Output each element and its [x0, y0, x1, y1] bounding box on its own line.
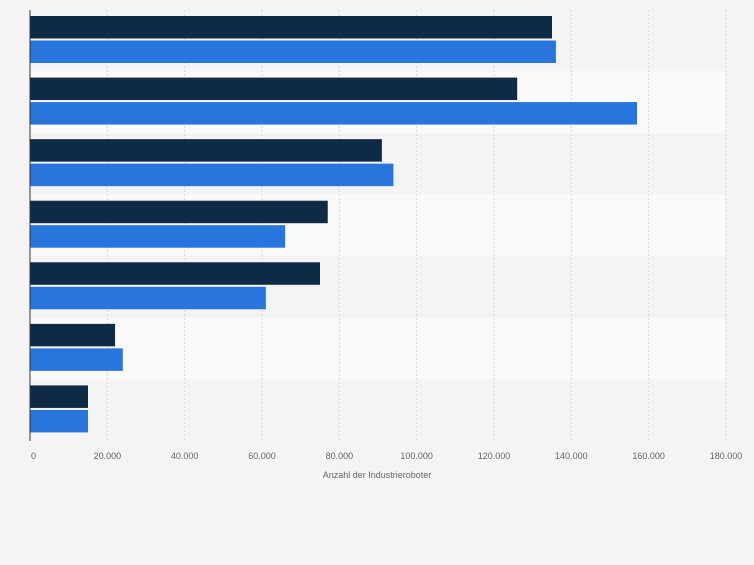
bar-series-1: [30, 200, 328, 224]
bar-series-2: [30, 286, 266, 310]
row-band: [30, 379, 726, 441]
bar-series-2: [30, 102, 638, 125]
bar-series-2: [30, 225, 286, 248]
bar-series-1: [30, 323, 116, 347]
row-band: [30, 317, 726, 380]
x-tick-labels: 0 20.000 40.000 60.000 80.000 100.000 120.000 1…: [31, 451, 742, 461]
bar-series-1: [30, 16, 552, 39]
x-tick-label: 180.000: [710, 451, 743, 461]
x-tick-label: 0: [31, 451, 36, 461]
x-tick-label: 80.000: [326, 451, 354, 461]
x-tick-label: 160.000: [632, 451, 665, 461]
bar-series-2: [30, 409, 88, 433]
bar-series-1: [30, 139, 382, 162]
bar-series-2: [30, 40, 556, 63]
bars: [30, 16, 638, 433]
x-tick-label: 20.000: [94, 451, 122, 461]
bar-series-1: [30, 385, 88, 408]
bar-series-2: [30, 163, 394, 187]
x-tick-label: 100.000: [400, 451, 433, 461]
bar-series-1: [30, 262, 320, 285]
x-tick-label: 60.000: [248, 451, 276, 461]
x-tick-label: 140.000: [555, 451, 588, 461]
x-tick-label: 40.000: [171, 451, 199, 461]
x-tick-label: 120.000: [478, 451, 511, 461]
x-axis-label: Anzahl der Industrieroboter: [323, 470, 432, 480]
bar-series-1: [30, 77, 518, 101]
bar-series-2: [30, 348, 123, 371]
